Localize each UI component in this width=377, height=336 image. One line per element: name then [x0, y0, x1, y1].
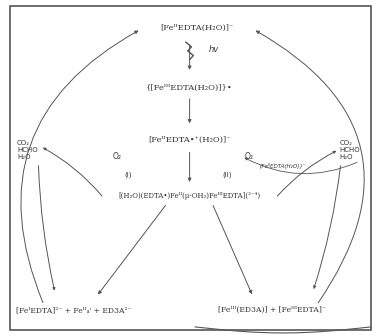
Text: [(H₂O)(EDTA•)Feᴵᴵ(μ-OH₂)FeᴵᴵᴵEDTA](²⁻⁴): [(H₂O)(EDTA•)Feᴵᴵ(μ-OH₂)FeᴵᴵᴵEDTA](²⁻⁴) [118, 193, 261, 201]
Text: (i): (i) [124, 171, 132, 178]
Text: [FeᴵᴵEDTA•⁺(H₂O)]⁻: [FeᴵᴵEDTA•⁺(H₂O)]⁻ [148, 135, 231, 143]
FancyBboxPatch shape [11, 6, 371, 330]
Text: [Feᴵᴵᴵ(ED3A)] + [FeᴵᴵᴵEDTA]⁻: [Feᴵᴵᴵ(ED3A)] + [FeᴵᴵᴵEDTA]⁻ [218, 306, 326, 314]
Text: [FeᴵᴵEDTA(H₂O)]⁻: [FeᴵᴵEDTA(H₂O)]⁻ [160, 24, 234, 32]
Text: O₂: O₂ [112, 152, 121, 161]
Text: CO₂
HCHO
H₂O: CO₂ HCHO H₂O [340, 139, 360, 160]
Text: CO₂
HCHO
H₂O: CO₂ HCHO H₂O [17, 139, 38, 160]
Text: {[FeᴵᴵᴵEDTA(H₂O)]}•: {[FeᴵᴵᴵEDTA(H₂O)]}• [146, 84, 233, 92]
Text: (ii): (ii) [222, 171, 232, 178]
Text: {FeᴵᴵEDTA(H₂O)}⁻: {FeᴵᴵEDTA(H₂O)}⁻ [259, 163, 307, 169]
Text: O₂: O₂ [245, 152, 254, 161]
Text: [FeᴵEDTA]²⁻ + Feᴵᴵₐⁱ + ED3A²⁻: [FeᴵEDTA]²⁻ + Feᴵᴵₐⁱ + ED3A²⁻ [16, 306, 132, 314]
Text: hv: hv [209, 45, 219, 54]
